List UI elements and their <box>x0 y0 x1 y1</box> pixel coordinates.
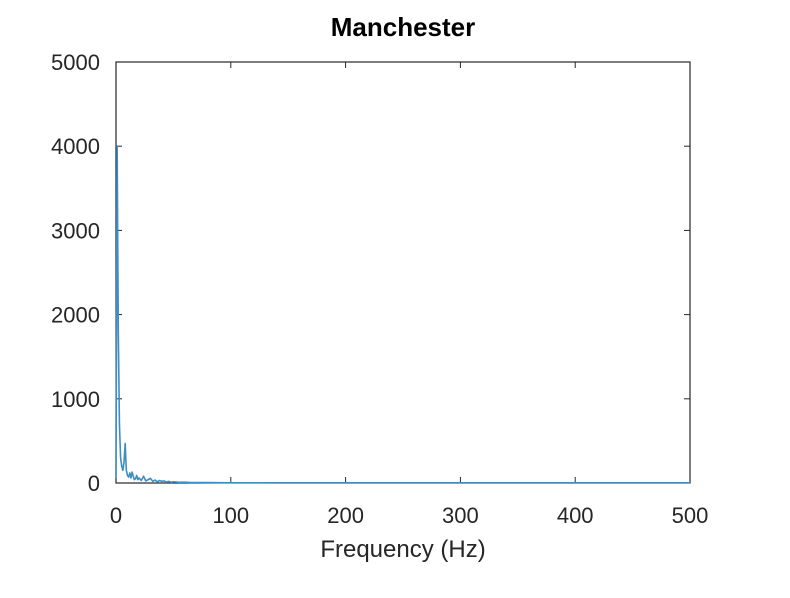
x-tick-label: 100 <box>212 503 249 528</box>
x-tick-label: 0 <box>110 503 122 528</box>
x-axis: 0 100 200 300 400 500 <box>110 62 708 528</box>
y-tick-label: 5000 <box>51 50 100 75</box>
x-tick-label: 400 <box>557 503 594 528</box>
x-axis-label: Frequency (Hz) <box>320 536 485 563</box>
x-tick-label: 500 <box>672 503 709 528</box>
y-tick-label: 4000 <box>51 134 100 159</box>
y-tick-label: 0 <box>88 471 100 496</box>
y-tick-label: 3000 <box>51 218 100 243</box>
y-axis: 0 1000 2000 3000 4000 5000 <box>51 50 690 496</box>
y-tick-label: 1000 <box>51 387 100 412</box>
x-tick-label: 300 <box>442 503 479 528</box>
series-line <box>115 145 690 484</box>
x-tick-label: 200 <box>327 503 364 528</box>
y-tick-label: 2000 <box>51 303 100 328</box>
plot-frame <box>115 61 691 484</box>
chart-title: Manchester <box>331 12 476 42</box>
plot-area <box>115 61 691 484</box>
series-layer <box>115 145 690 484</box>
